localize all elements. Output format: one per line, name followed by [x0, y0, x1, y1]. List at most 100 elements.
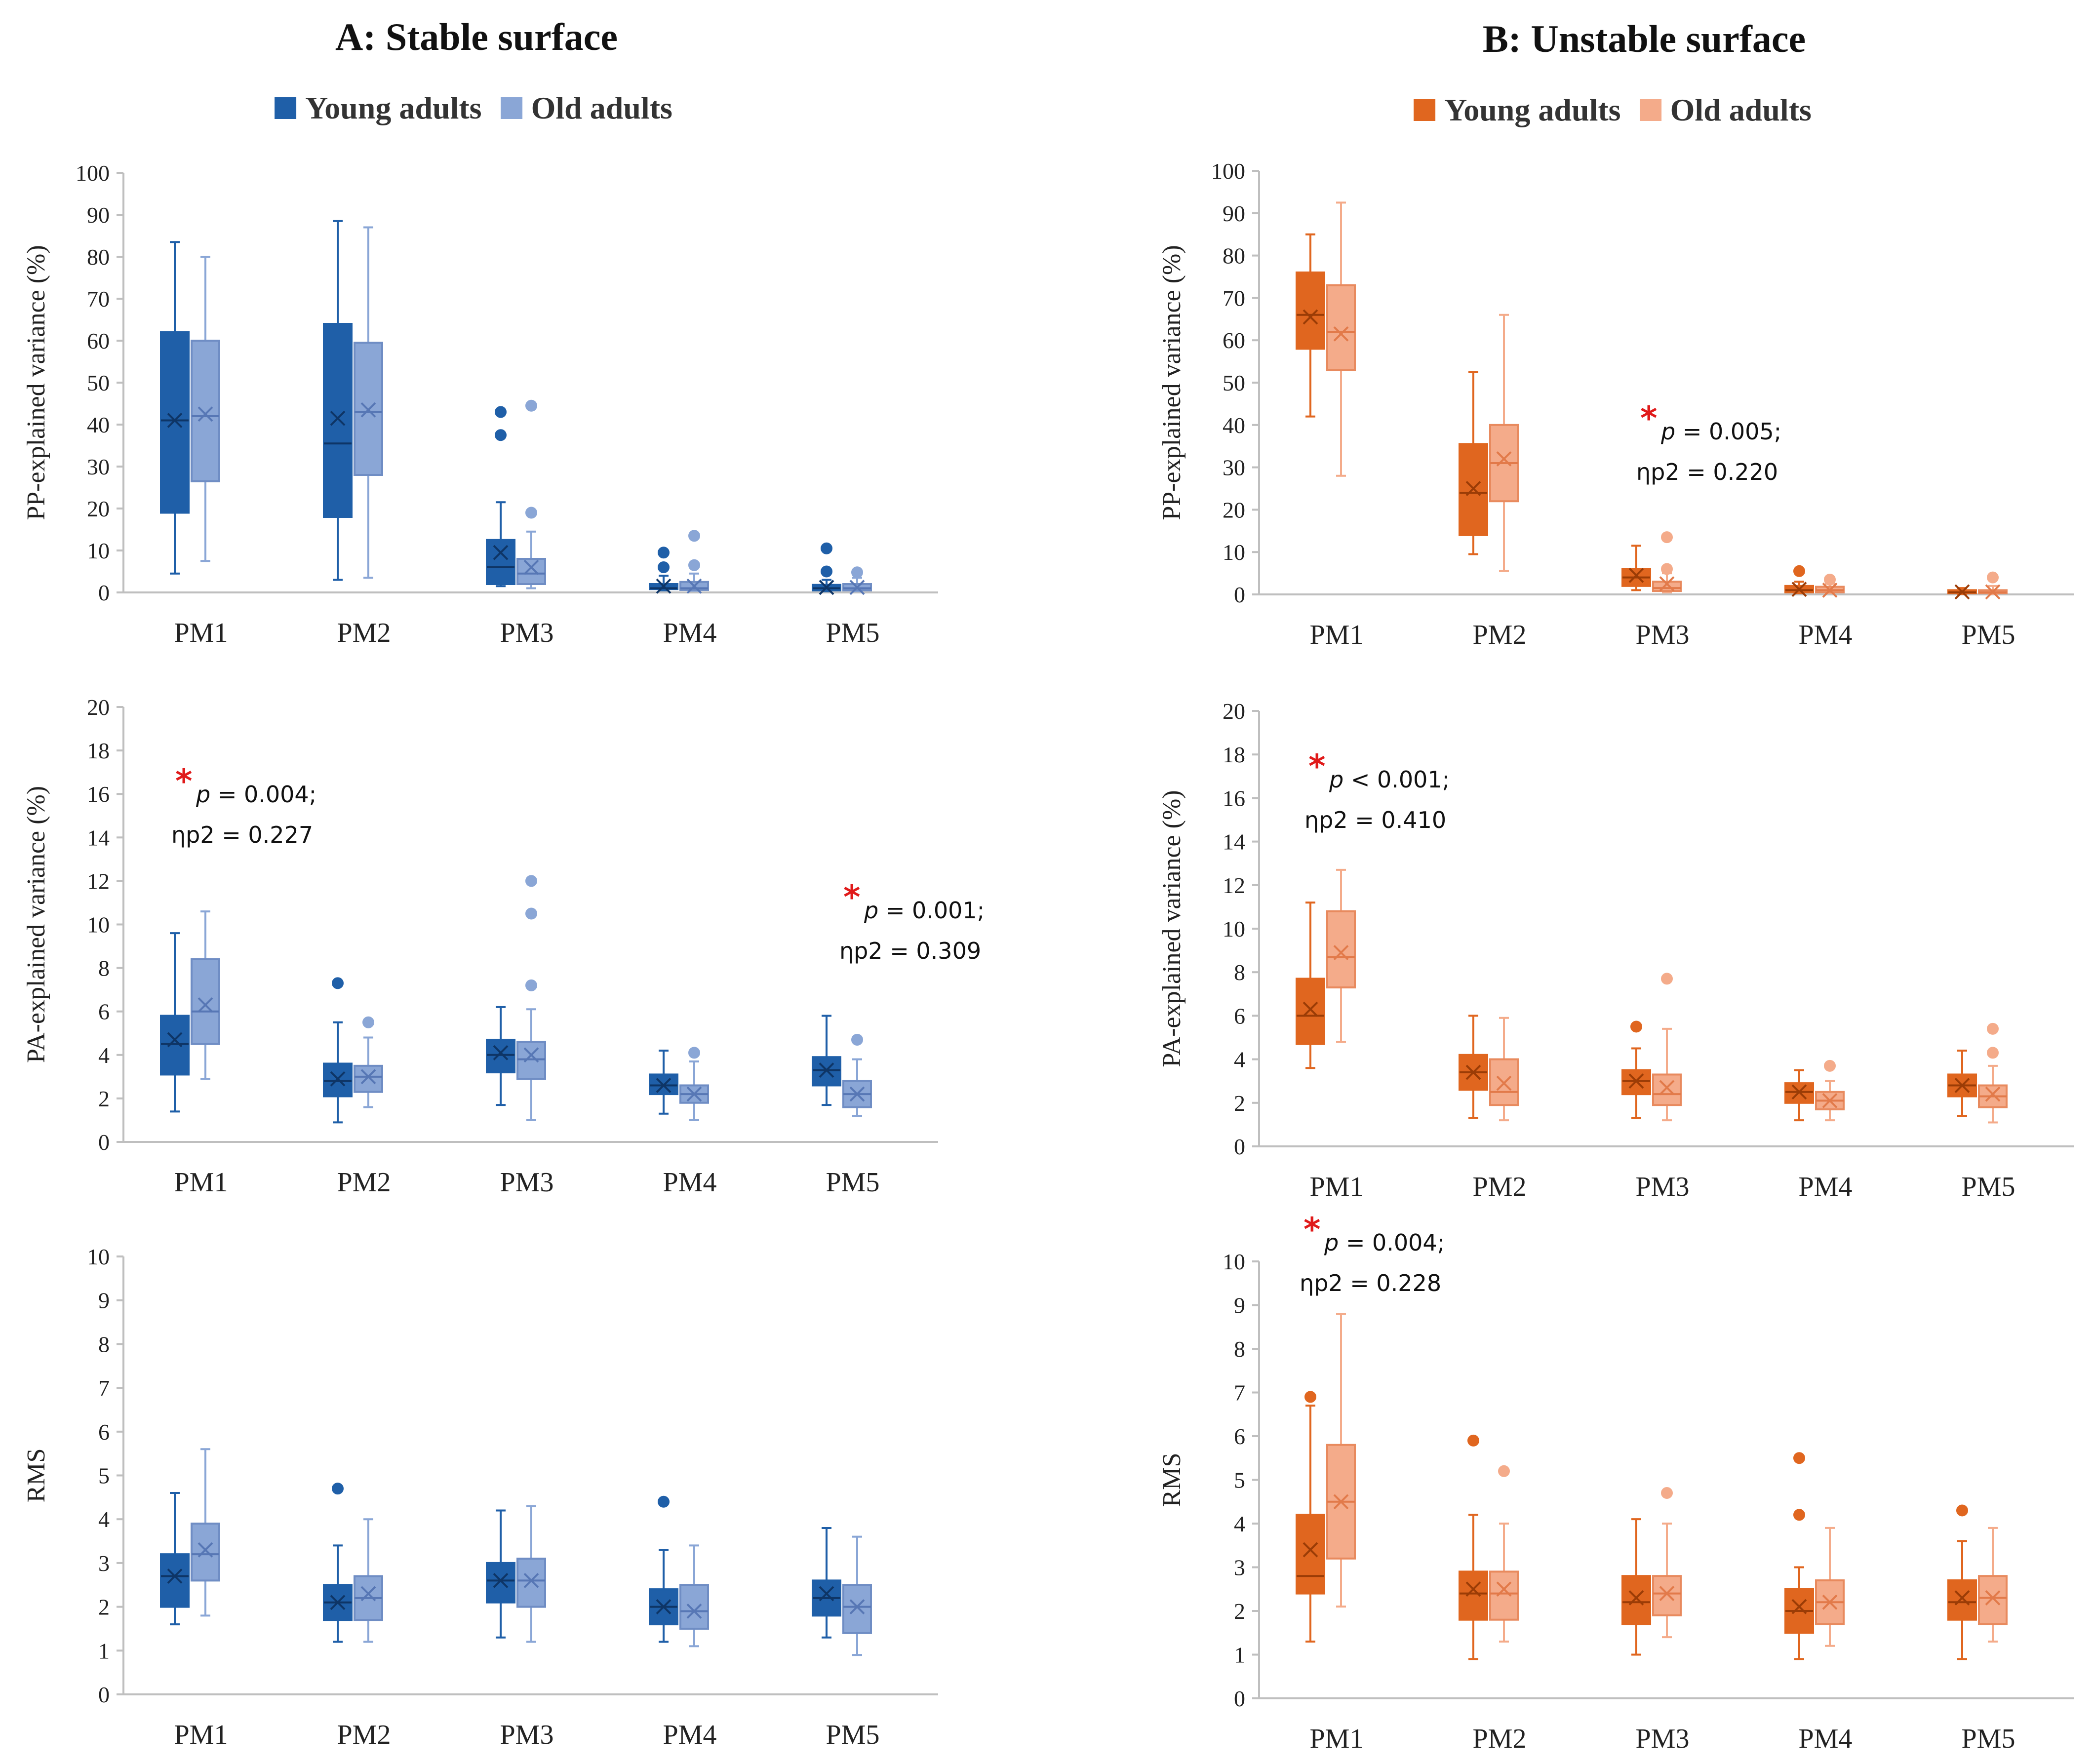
chart-b-rms: 0 1 2 3 4 5 6 7 8 9 10 RMS PM1 PM2 PM3 PM4 PM5 * p = 0.004…: [1158, 1211, 2074, 1754]
y-tick-label: 1: [98, 1638, 110, 1663]
mean-marker: [1333, 945, 1349, 960]
box-young: [1784, 1069, 1814, 1122]
mean-marker: [1822, 583, 1838, 598]
y-tick-label: 40: [87, 412, 110, 437]
outlier-point: [821, 542, 832, 554]
box-young: [649, 547, 678, 594]
outlier-point: [851, 566, 863, 579]
legend-label-young: Young adults: [1444, 92, 1621, 127]
mean-marker: [819, 580, 834, 595]
mean-marker: [1985, 1590, 2001, 1606]
p-value-label: p < 0.001;: [1329, 766, 1450, 793]
y-tick-label: 16: [87, 782, 110, 807]
box-old: [1652, 973, 1682, 1122]
y-tick-label: 100: [76, 160, 110, 186]
x-tick-label: PM3: [1636, 620, 1690, 650]
box-young: [323, 220, 353, 581]
outlier-point: [525, 875, 537, 887]
box-old: [842, 1535, 872, 1656]
y-tick-label: 4: [1234, 1047, 1245, 1072]
outlier-point: [332, 977, 344, 989]
box-old: [1326, 201, 1356, 477]
outlier-point: [362, 1016, 374, 1028]
outlier-point: [495, 429, 507, 441]
mean-marker: [1496, 1075, 1512, 1091]
mean-marker: [523, 1047, 539, 1063]
y-tick-label: 1: [1234, 1643, 1245, 1668]
mean-marker: [1303, 309, 1318, 325]
box-old: [1652, 1487, 1682, 1639]
x-tick-label: PM1: [1310, 1172, 1364, 1202]
box-old: [842, 566, 872, 595]
outlier-point: [332, 1483, 344, 1495]
asterisk-icon: *: [1640, 399, 1658, 437]
box-old: [516, 875, 546, 1121]
box-young: [1947, 584, 1977, 600]
outlier-point: [1793, 1452, 1805, 1464]
x-tick-label: PM4: [1799, 620, 1853, 650]
mean-marker: [656, 1078, 671, 1093]
box-young: [1621, 1020, 1651, 1119]
outlier-point: [1987, 1022, 1999, 1035]
box-iqr: [1326, 284, 1356, 371]
x-tick-label: PM3: [500, 618, 554, 648]
mean-marker: [819, 1062, 834, 1078]
y-axis-title: RMS: [1158, 1453, 1186, 1507]
chart-a-pp: 0 10 20 30 40 50 60 70 80 90 100 PP-explained varia…: [22, 160, 938, 648]
y-tick-label: 4: [1234, 1511, 1245, 1536]
x-tick-label: PM1: [174, 1720, 228, 1750]
box-old: [516, 399, 546, 589]
y-tick-label: 80: [1223, 243, 1245, 269]
outlier-point: [1661, 531, 1673, 544]
outlier-point: [525, 399, 537, 412]
outlier-point: [495, 406, 507, 418]
y-tick-label: 100: [1211, 158, 1245, 184]
p-value-label: p = 0.005;: [1660, 418, 1781, 445]
x-tick-label: PM3: [500, 1167, 554, 1198]
mean-marker: [849, 1086, 865, 1102]
box-old: [1815, 1059, 1845, 1122]
effect-size-label: ηp2 = 0.220: [1636, 459, 1778, 485]
x-tick-label: PM4: [663, 1167, 717, 1198]
y-tick-label: 8: [1234, 1336, 1245, 1362]
significance-annotation: * p = 0.005; ηp2 = 0.220: [1636, 399, 1781, 485]
box-young: [1296, 902, 1325, 1069]
significance-annotation: * p < 0.001; ηp2 = 0.410: [1304, 747, 1450, 833]
mean-marker: [523, 1572, 539, 1588]
asterisk-icon: *: [1303, 1211, 1321, 1249]
y-tick-label: 20: [87, 695, 110, 720]
mean-marker: [197, 1542, 213, 1558]
y-tick-label: 70: [1223, 285, 1245, 311]
box-old: [1489, 1017, 1519, 1122]
mean-marker: [1954, 584, 1970, 600]
mean-marker: [1628, 1073, 1644, 1089]
effect-size-label: ηp2 = 0.309: [839, 938, 981, 964]
mean-marker: [330, 410, 346, 426]
p-value-label: p = 0.004;: [196, 781, 316, 808]
mean-marker: [1659, 1080, 1675, 1096]
box-old: [1815, 573, 1845, 598]
outlier-point: [1987, 571, 1999, 584]
y-tick-label: 80: [87, 244, 110, 270]
y-tick-label: 8: [98, 1332, 110, 1357]
box-iqr: [160, 1015, 190, 1076]
y-tick-label: 0: [98, 580, 110, 605]
y-tick-label: 4: [98, 1043, 110, 1068]
legend-swatch-old: [500, 97, 522, 119]
mean-marker: [1791, 1084, 1807, 1100]
outlier-point: [658, 1495, 670, 1508]
chart-a-pa: 0 2 4 6 8 10 12 14 16 18 20 PA-explained variance (…: [22, 695, 985, 1198]
box-iqr: [516, 558, 546, 585]
x-tick-label: PM2: [1473, 1172, 1527, 1202]
outlier-point: [1304, 1391, 1316, 1403]
mean-marker: [493, 1572, 509, 1588]
x-tick-label: PM2: [337, 1167, 391, 1198]
legend-label-old: Old adults: [1670, 92, 1812, 127]
mean-marker: [1333, 1494, 1349, 1510]
outlier-point: [658, 547, 670, 559]
box-old: [1652, 531, 1682, 593]
box-iqr: [1326, 910, 1356, 989]
box-iqr: [191, 340, 220, 482]
box-iqr: [679, 1584, 709, 1630]
p-value-label: p = 0.001;: [864, 897, 985, 924]
